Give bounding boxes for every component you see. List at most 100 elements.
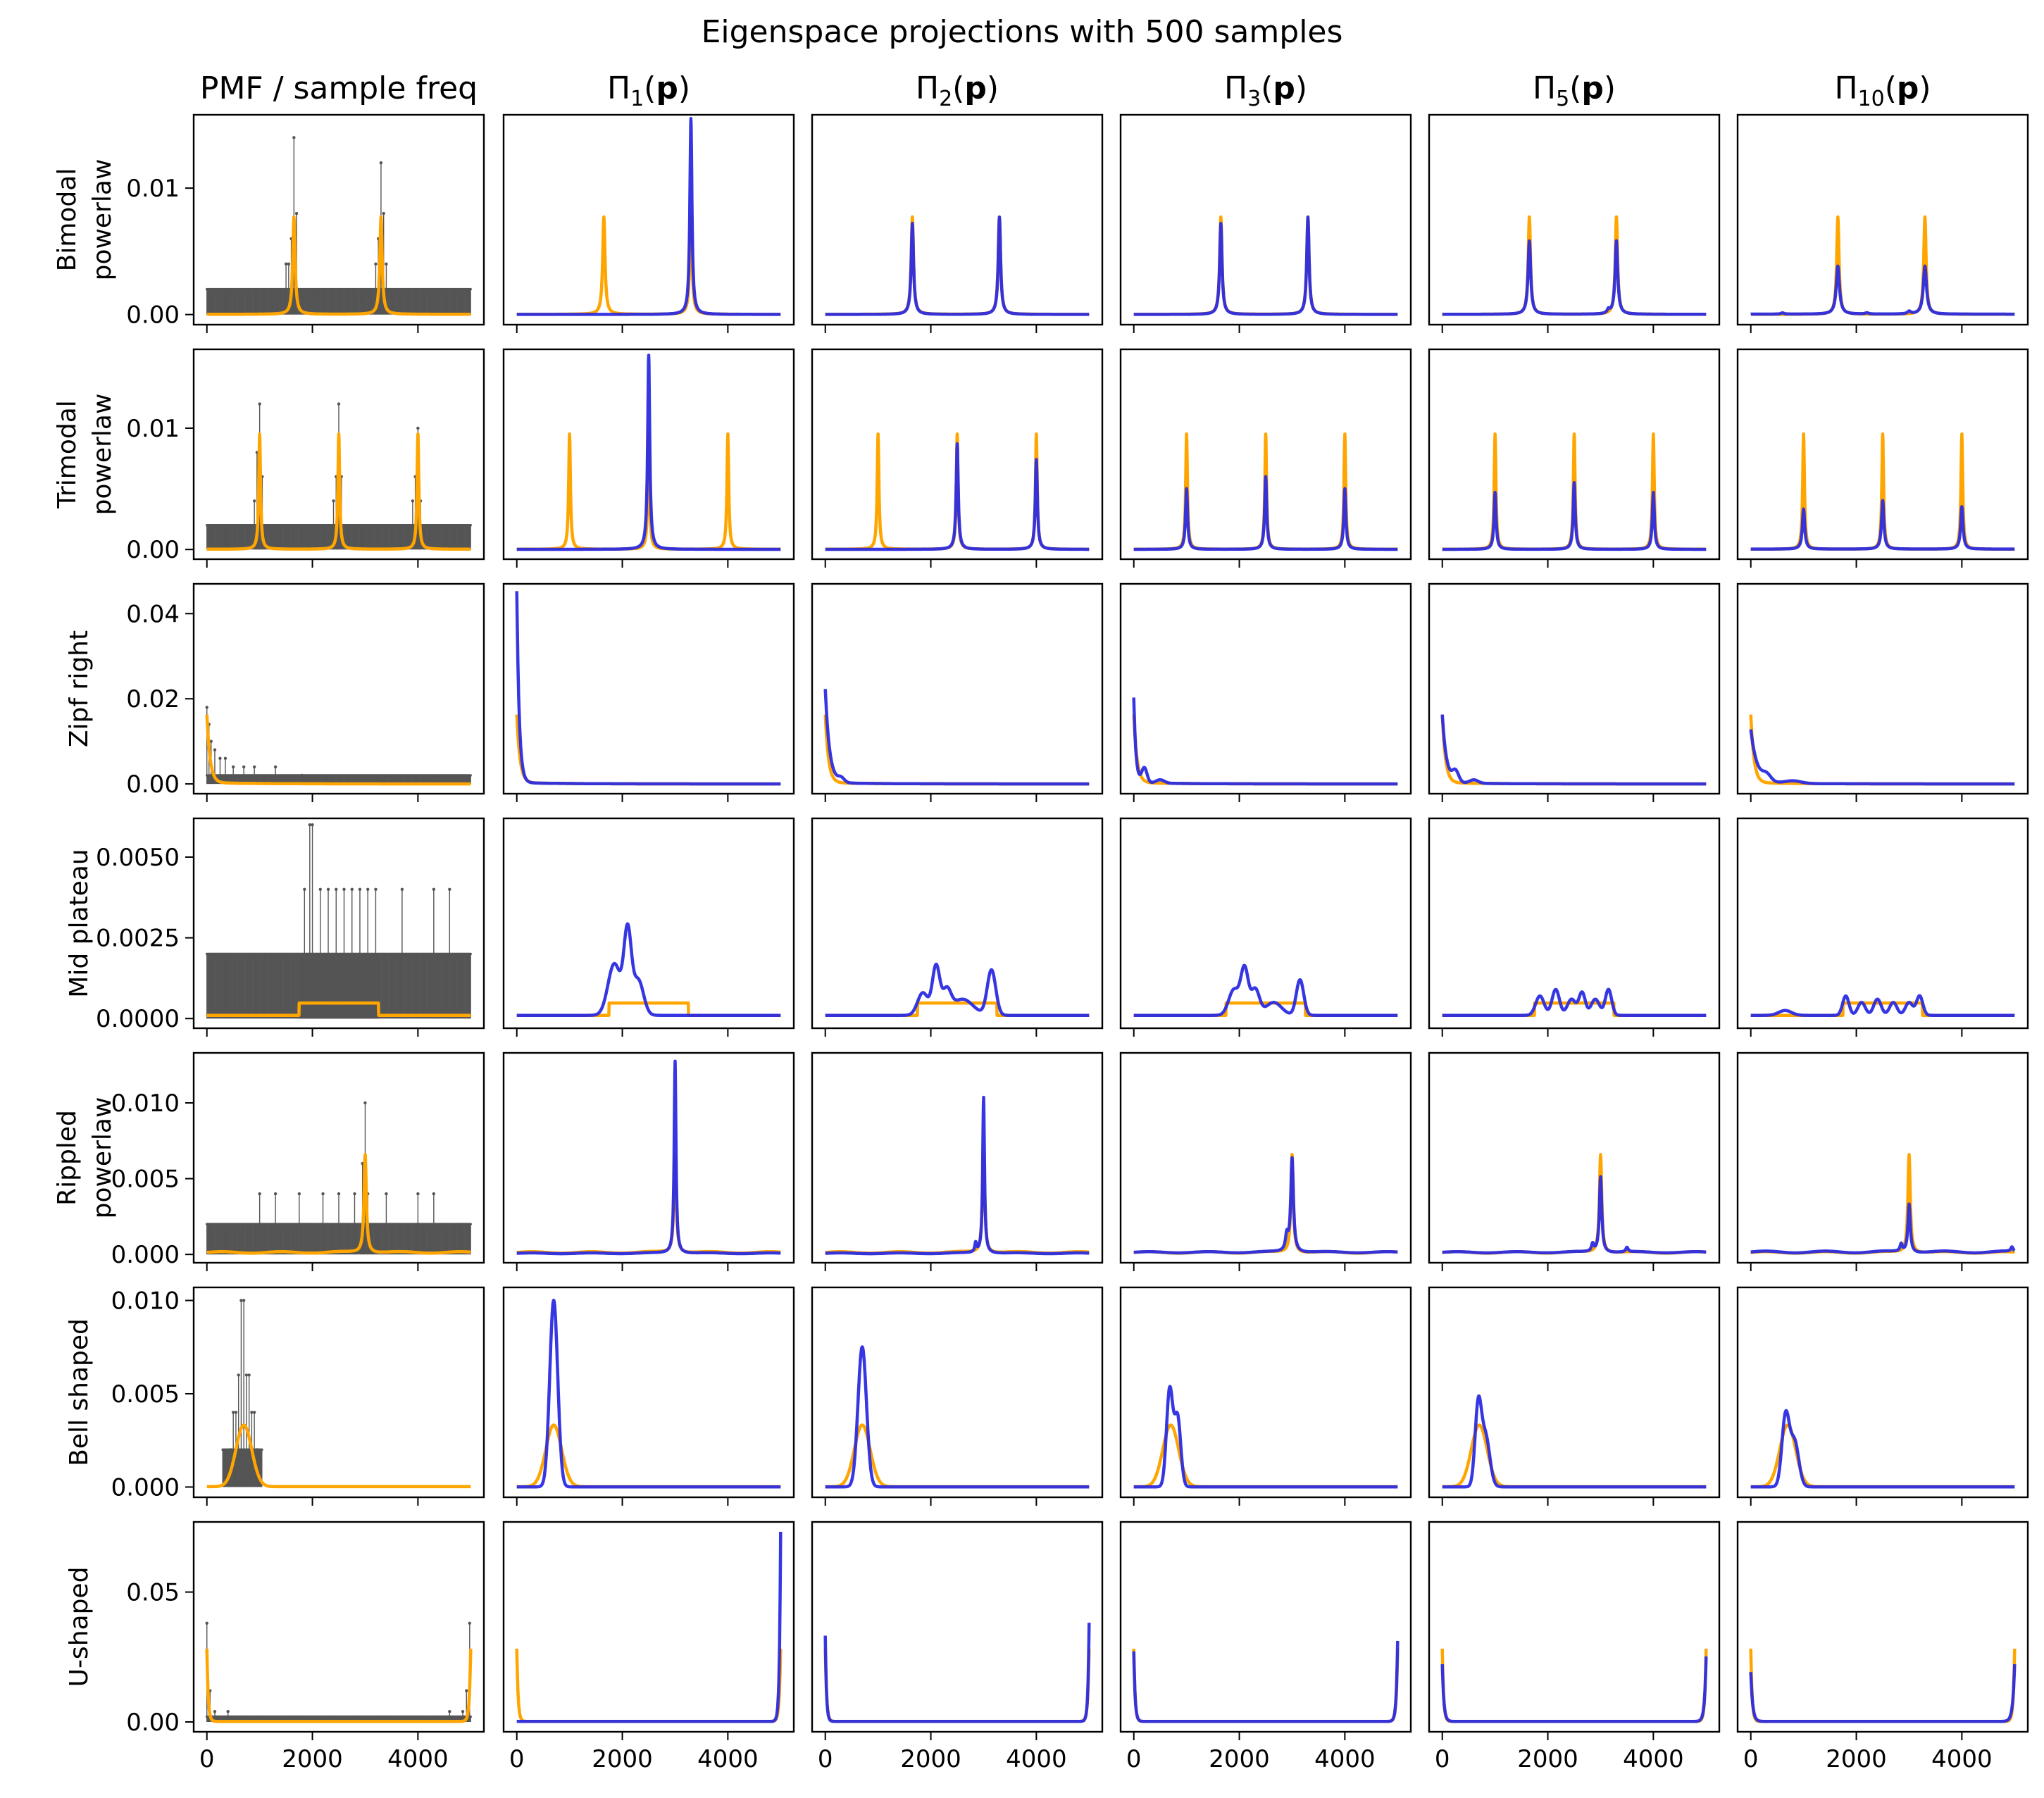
- sample-freq-marker: [209, 739, 213, 743]
- sample-freq-marker: [273, 765, 278, 769]
- plot-area: [823, 432, 1091, 551]
- sample-freq-marker: [337, 402, 341, 406]
- column-title: Π10(p): [1834, 70, 1931, 111]
- row-label: Zipf right: [65, 630, 94, 747]
- pmf-line: [205, 714, 473, 786]
- panel: [1736, 1286, 2029, 1506]
- projection-line: [1440, 987, 1708, 1017]
- pmf-line: [205, 1153, 473, 1255]
- axes-frame: [811, 1051, 1104, 1264]
- projection-line: [1749, 264, 2017, 316]
- plot-area: [823, 1095, 1091, 1256]
- sample-freq-marker: [252, 1411, 256, 1414]
- sample-freq-marker: [252, 765, 256, 769]
- panel: [1736, 348, 2029, 568]
- row-label-line: Bimodal: [53, 168, 82, 272]
- projection-line: [1440, 1175, 1708, 1255]
- sample-freq-marker: [358, 887, 362, 892]
- y-tick-label: 0.005: [111, 1166, 180, 1194]
- plot-area: [205, 823, 473, 1019]
- axes-frame: [192, 817, 485, 1030]
- panel: [1428, 582, 1721, 802]
- panel: [1428, 1051, 1721, 1271]
- sample-freq-marker: [292, 136, 296, 139]
- axes-frame: [1119, 582, 1412, 795]
- column-title: Π1(p): [607, 70, 690, 111]
- axes-frame: [192, 348, 485, 561]
- sample-freq-marker: [273, 1192, 278, 1196]
- sample-freq-marker: [374, 262, 378, 266]
- sample-freq-marker: [244, 1373, 249, 1377]
- column-title-bold: p: [1273, 70, 1295, 106]
- sample-freq-marker: [287, 262, 291, 266]
- y-tick-label: 0.00: [126, 301, 180, 330]
- sample-freq-marker: [229, 1448, 232, 1451]
- projection-line: [1749, 499, 2017, 551]
- column-title: Π3(p): [1224, 70, 1307, 111]
- sample-freq-marker: [223, 756, 228, 761]
- y-tick-label: 0.005: [111, 1380, 180, 1409]
- plot-area: [205, 136, 473, 316]
- row-label-line: Bell shaped: [65, 1318, 94, 1466]
- panel: [811, 582, 1104, 802]
- plot-area: [205, 1621, 473, 1723]
- plot-area: [1749, 432, 2017, 551]
- sample-freq-marker: [337, 1192, 341, 1196]
- axes-frame: [1119, 817, 1412, 1030]
- sample-freq-marker: [297, 1192, 301, 1196]
- column-title-paren-close: ): [1604, 70, 1616, 106]
- sample-freq-marker: [284, 262, 288, 266]
- sample-freq-marker: [385, 1192, 388, 1196]
- sample-freq-marker: [335, 887, 338, 892]
- pmf-line: [205, 215, 473, 316]
- axes-frame: [1736, 1286, 2029, 1499]
- plot-area: [515, 354, 783, 551]
- sample-freq-marker: [318, 887, 322, 892]
- sample-freq-marker: [353, 1192, 356, 1196]
- axes-frame: [502, 1286, 795, 1499]
- sample-freq-marker: [342, 887, 346, 892]
- pmf-line: [205, 432, 473, 551]
- sample-freq-marker: [469, 952, 472, 956]
- column-title: Π5(p): [1533, 70, 1616, 111]
- y-tick-label: 0.00: [126, 536, 180, 564]
- axes-frame: [811, 348, 1104, 561]
- column-title-paren-close: ): [1919, 70, 1931, 106]
- projection-line: [1749, 1409, 2017, 1489]
- sample-freq-marker: [448, 887, 451, 892]
- plot-area: [1749, 1153, 2017, 1255]
- axes-frame: [1736, 582, 2029, 795]
- sample-freq-marker: [234, 1411, 238, 1414]
- projection-line: [515, 922, 783, 1017]
- sample-freq-marker: [242, 1299, 246, 1302]
- column-title-paren-close: ): [987, 70, 999, 106]
- panel: 0.00 0.01: [126, 348, 485, 568]
- axes-frame: [1119, 348, 1412, 561]
- panel: [1119, 817, 1412, 1037]
- row-label-line: Mid plateau: [65, 849, 94, 997]
- column-title-base: Π: [916, 70, 939, 106]
- y-tick-label: 0.04: [126, 600, 180, 628]
- projection-line: [823, 1345, 1091, 1489]
- sample-freq-marker: [252, 499, 256, 503]
- sample-freq-marker: [326, 887, 330, 892]
- column-title-bold: p: [656, 70, 678, 106]
- axes-frame: [502, 348, 795, 561]
- sample-freq-marker: [469, 1223, 472, 1225]
- sample-freq-marker: [321, 1192, 325, 1196]
- axes-frame: [1119, 113, 1412, 326]
- projection-line: [1749, 994, 2017, 1017]
- panel: [1119, 582, 1412, 802]
- panel: 0.00 0.02 0.04: [126, 582, 485, 802]
- sample-freq-marker: [311, 823, 314, 827]
- plot-area: [1440, 1153, 1708, 1255]
- sample-freq-marker: [469, 774, 472, 777]
- projection-line: [1440, 1394, 1708, 1489]
- panel: [1428, 1286, 1721, 1506]
- plot-area: [1749, 714, 2017, 786]
- row-label-line: Rippled: [53, 1110, 82, 1206]
- column-title-paren-open: (: [1569, 70, 1581, 106]
- sample-freq-marker: [382, 211, 385, 216]
- sample-freq-marker: [432, 887, 436, 892]
- column-title-bold: p: [1581, 70, 1604, 106]
